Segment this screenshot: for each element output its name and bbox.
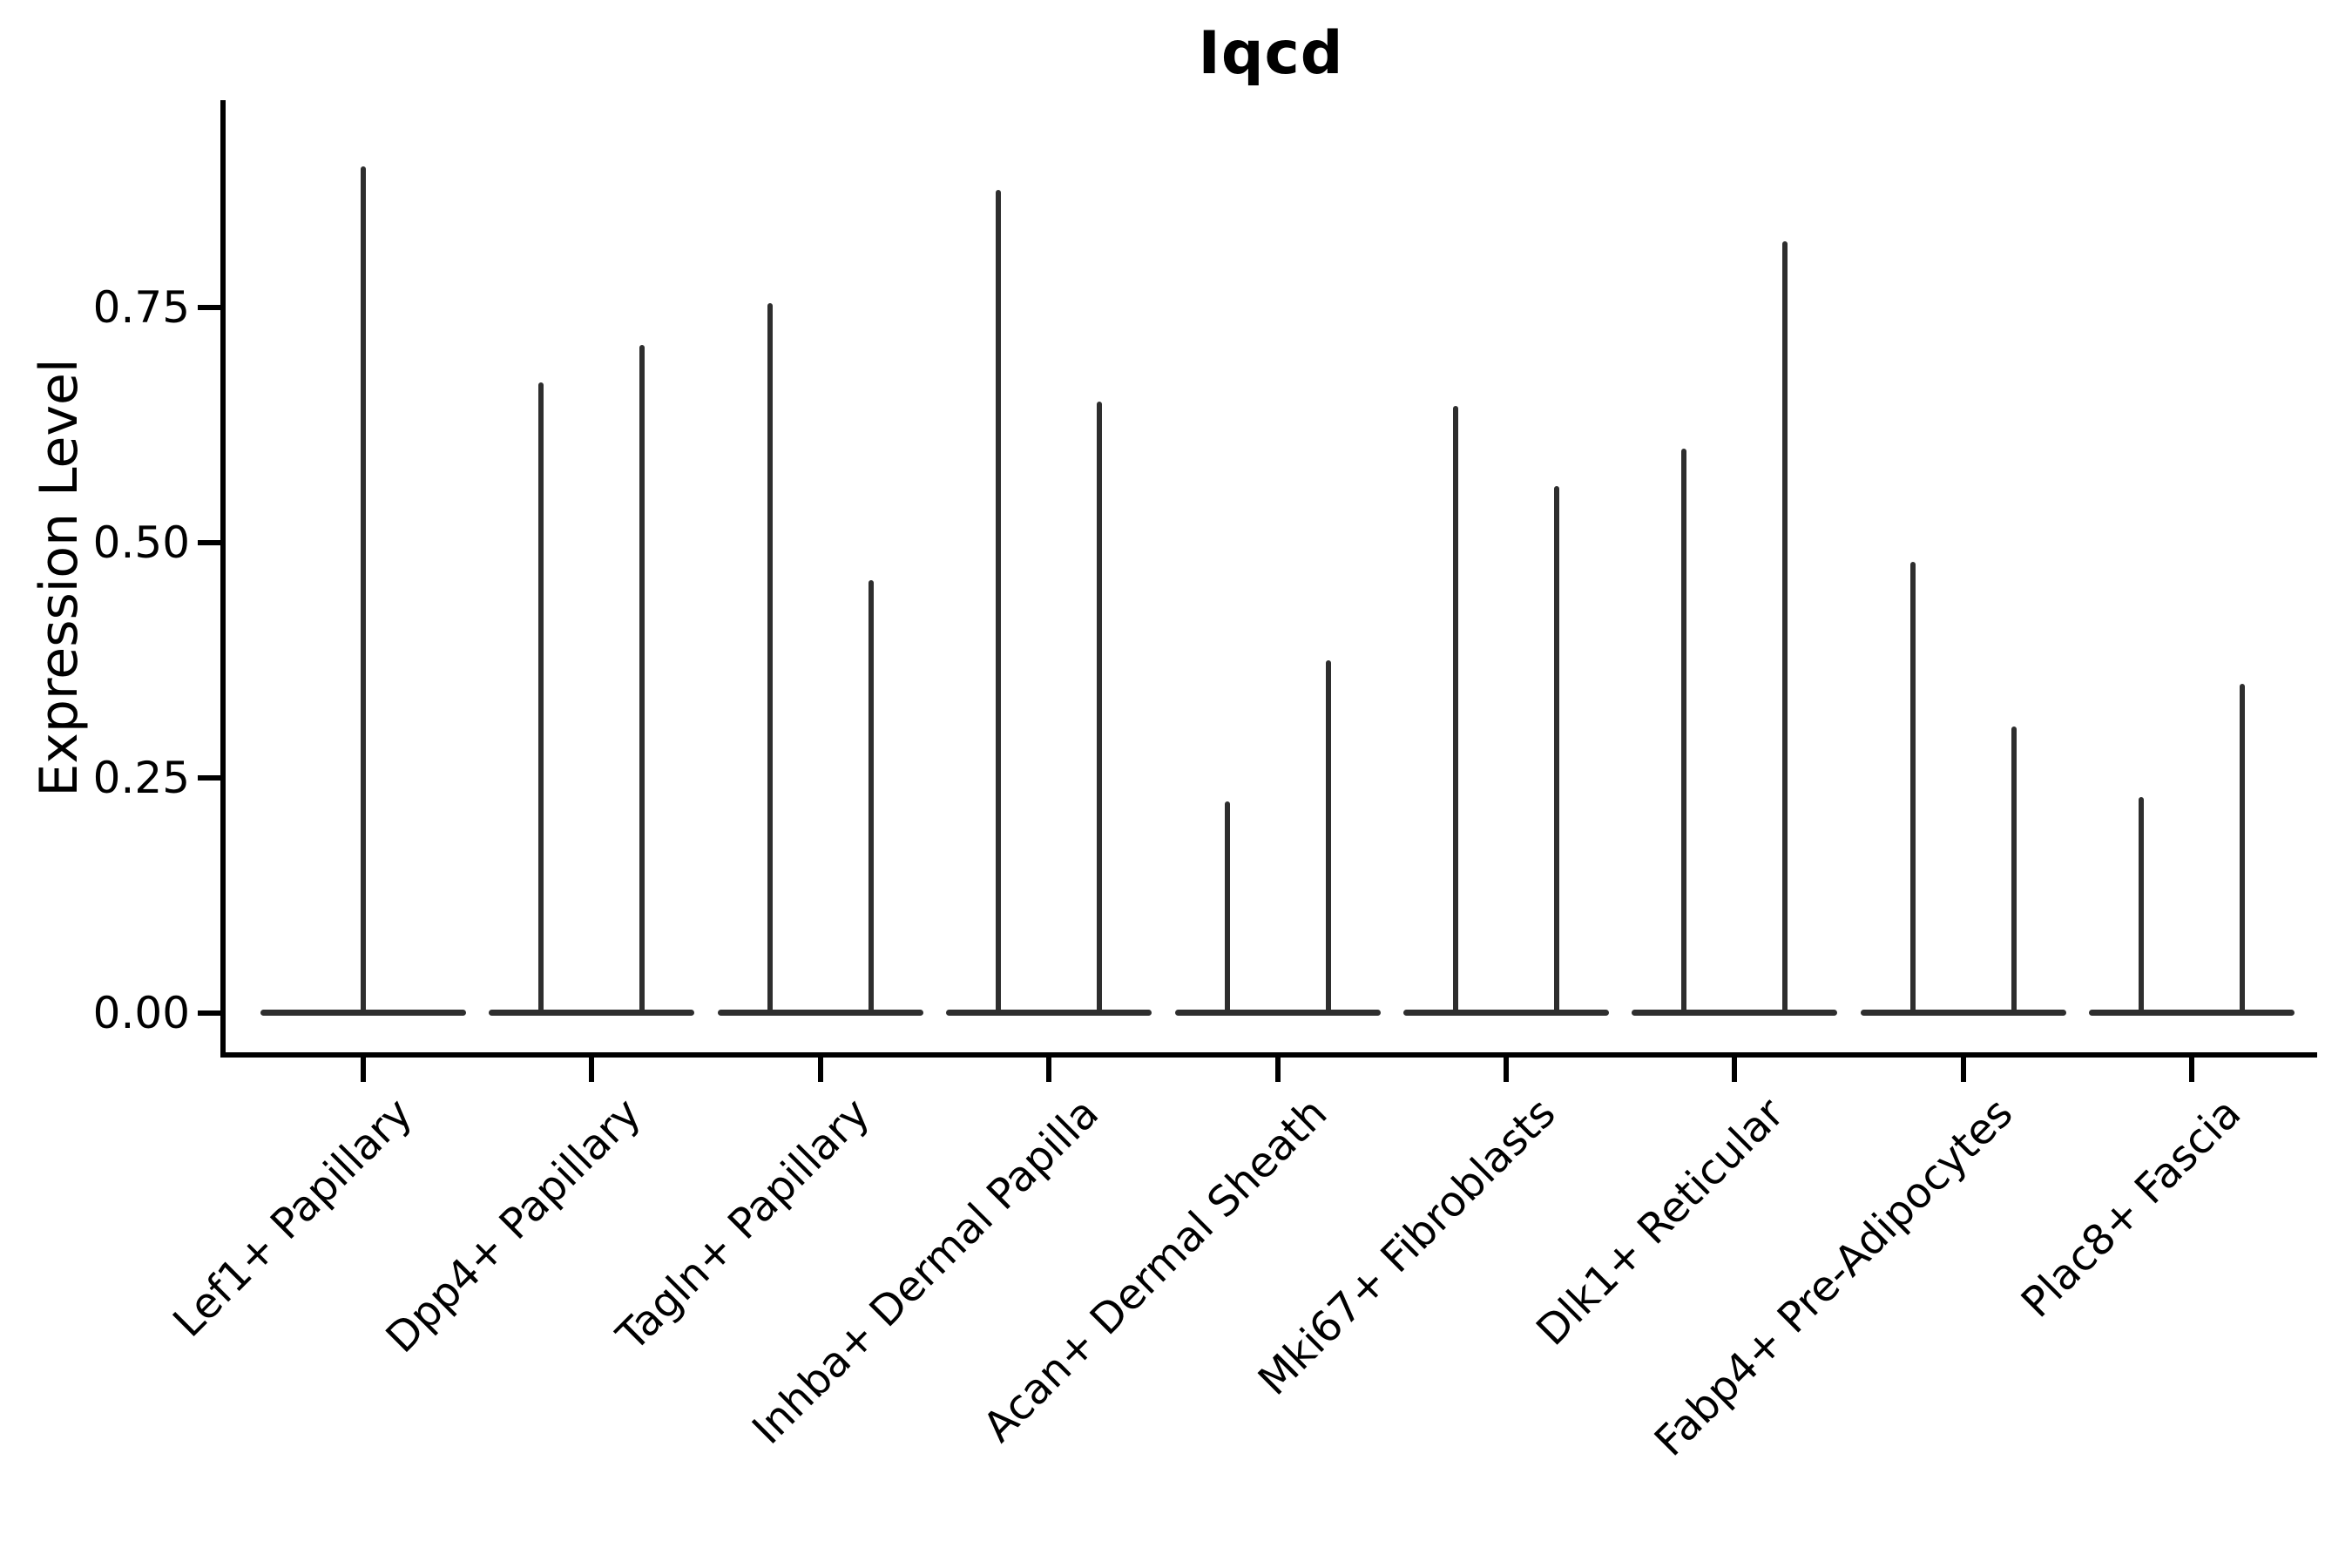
y-tick-mark [198,540,220,545]
violin-baseline [946,1010,1152,1016]
violin-spike [2011,726,2017,1016]
x-category-label: Dpp4+ Papillary [376,1088,651,1362]
x-category-label: Plac8+ Fascia [2012,1088,2251,1328]
violin-spike [1782,241,1788,1016]
x-category-label: Tagln+ Papillary [607,1088,880,1361]
violin-baseline [1174,1010,1381,1016]
y-tick-label: 0.75 [92,282,190,333]
y-tick-mark [198,775,220,781]
violin-spike [1681,449,1687,1016]
violin-spike [1909,561,1916,1016]
x-tick-mark [361,1058,366,1082]
violin-spike [767,302,773,1016]
violin-baseline [2089,1010,2295,1016]
x-tick-mark [2189,1058,2195,1082]
x-tick-mark [589,1058,595,1082]
x-tick-mark [1960,1058,1966,1082]
x-tick-mark [817,1058,823,1082]
x-tick-mark [1046,1058,1052,1082]
violin-spike [538,382,544,1016]
x-tick-mark [1504,1058,1509,1082]
violin-spike [361,166,366,1016]
plot-title: Iqcd [1198,19,1344,88]
violin-spike [2240,684,2246,1016]
x-category-label: Dlk1+ Reticular [1527,1088,1794,1355]
y-tick-label: 0.25 [92,753,190,803]
violin-spike [1097,402,1103,1016]
violin-spike [1224,801,1230,1016]
x-tick-mark [1274,1058,1281,1082]
y-axis-spine [220,100,226,1058]
x-tick-mark [1732,1058,1738,1082]
x-category-label: Lef1+ Papillary [164,1088,422,1347]
violin-spike [1554,486,1559,1016]
violin-baseline [1860,1010,2066,1016]
violin-spike [996,190,1002,1016]
violin-baseline [1632,1010,1838,1016]
violin-spike [2139,796,2145,1016]
violin-spike [1325,660,1331,1016]
y-tick-label: 0.00 [92,988,190,1038]
violin-spike [868,580,874,1016]
violin-spike [1453,406,1458,1016]
violin-baseline [489,1010,695,1016]
violin-baseline [1403,1010,1609,1016]
x-axis-spine [220,1052,2317,1058]
violin-spike [639,345,645,1016]
y-tick-label: 0.50 [92,517,190,568]
y-axis-label: Expression Level [29,358,90,797]
y-tick-mark [198,305,220,310]
y-tick-mark [198,1010,220,1016]
violin-baseline [717,1010,923,1016]
